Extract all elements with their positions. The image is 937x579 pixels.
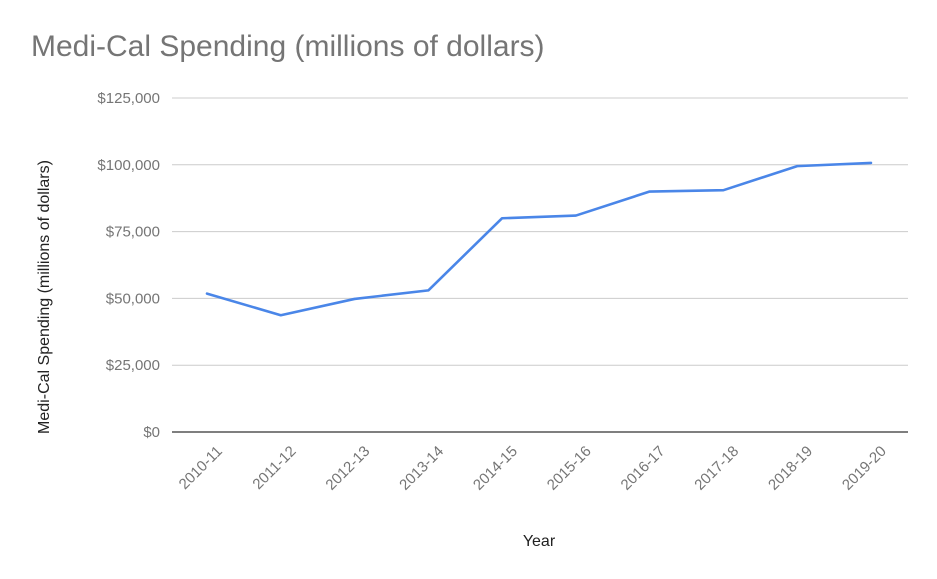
x-tick-label: 2019-20 xyxy=(839,443,890,494)
data-point xyxy=(720,187,726,193)
x-tick-label: 2016-17 xyxy=(618,443,669,494)
data-point xyxy=(499,215,505,221)
x-tick-label: 2011-12 xyxy=(249,443,299,493)
y-tick-label: $0 xyxy=(143,424,160,441)
y-axis-title: Medi-Cal Spending (millions of dollars) xyxy=(36,160,53,434)
data-point xyxy=(647,189,653,195)
data-point xyxy=(425,287,431,293)
x-axis-title: Year xyxy=(523,533,556,550)
data-point xyxy=(794,163,800,169)
series-line xyxy=(205,161,873,317)
y-tick-label: $125,000 xyxy=(97,90,160,107)
data-point xyxy=(278,312,284,318)
data-point xyxy=(352,296,358,302)
x-tick-label: 2010-11 xyxy=(176,443,226,493)
x-axis-tick-labels: 2010-11 2011-12 2012-13 2013-14 2014-15 2015-… xyxy=(176,443,890,494)
y-tick-label: $50,000 xyxy=(106,290,160,307)
x-tick-label: 2015-16 xyxy=(544,443,595,494)
gridlines xyxy=(172,97,908,433)
y-axis-tick-labels: $0 $25,000 $50,000 $75,000 $100,000 $125,000 xyxy=(97,90,160,441)
series-lines xyxy=(204,160,874,318)
x-tick-label: 2012-13 xyxy=(322,443,373,494)
x-tick-label: 2018-19 xyxy=(765,443,816,494)
data-point xyxy=(573,213,579,219)
data-point xyxy=(204,291,210,297)
x-tick-label: 2013-14 xyxy=(396,443,447,494)
y-tick-label: $75,000 xyxy=(106,224,160,241)
x-tick-label: 2014-15 xyxy=(470,443,521,494)
data-point xyxy=(868,160,874,166)
y-tick-label: $25,000 xyxy=(106,357,160,374)
x-tick-label: 2017-18 xyxy=(691,443,742,494)
chart-title: Medi-Cal Spending (millions of dollars) xyxy=(31,30,545,63)
y-tick-label: $100,000 xyxy=(97,157,160,174)
